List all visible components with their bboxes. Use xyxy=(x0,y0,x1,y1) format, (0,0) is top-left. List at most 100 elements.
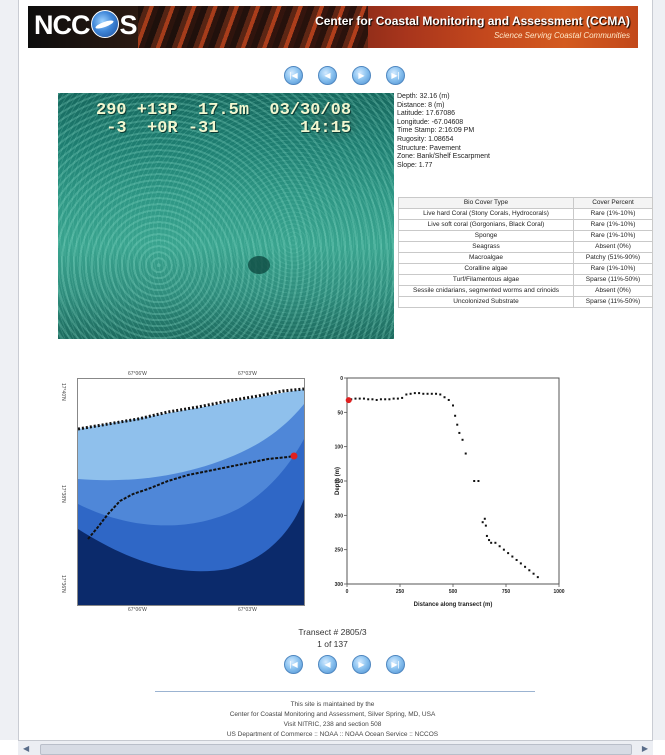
bottom-nav: |◀ ◀ ▶ ▶| xyxy=(284,655,405,674)
data-point xyxy=(388,398,391,401)
table-row: Uncolonized Substrate Sparse (11%-50%) xyxy=(398,296,653,308)
table-row: Turf/Filamentous algae Sparse (11%-50%) xyxy=(398,274,653,286)
map-lat-label: 17°36'N xyxy=(60,575,66,593)
last-icon[interactable]: ▶| xyxy=(386,66,405,85)
data-point xyxy=(413,392,416,395)
scroll-right-icon[interactable]: ▶ xyxy=(641,744,648,753)
y-axis-label: Depth (m) xyxy=(335,467,341,495)
data-point xyxy=(354,397,357,400)
data-point xyxy=(409,392,412,395)
data-point xyxy=(484,524,487,527)
next-icon[interactable]: ▶ xyxy=(352,66,371,85)
data-point xyxy=(481,521,484,524)
table-cell: Seagrass xyxy=(398,241,574,253)
x-tick-label: 0 xyxy=(346,589,349,595)
bio-cover-table: Bio Cover Type Cover Percent Live hard C… xyxy=(398,197,653,308)
data-point xyxy=(458,431,461,434)
scroll-thumb[interactable] xyxy=(40,744,632,755)
table-row: Coralline algae Rare (1%-10%) xyxy=(398,263,653,275)
y-tick-label: 0 xyxy=(340,376,343,382)
table-cell: Absent (0%) xyxy=(573,241,653,253)
data-point xyxy=(507,552,510,555)
x-tick-label: 500 xyxy=(449,589,458,595)
header-banner: NCC S Center for Coastal Monitoring and A… xyxy=(28,6,638,48)
y-tick-label: 300 xyxy=(335,582,344,588)
data-series xyxy=(345,392,539,579)
nccos-logo[interactable]: NCC S xyxy=(34,10,138,41)
table-cell: Sessile cnidarians, segmented worms and … xyxy=(398,285,574,297)
current-position-point xyxy=(345,397,352,404)
data-point xyxy=(477,480,480,482)
footer-line: Visit NITRIC, 238 and section 508 xyxy=(283,721,382,728)
data-point xyxy=(528,569,531,572)
previous-icon[interactable]: ◀ xyxy=(318,66,337,85)
data-point xyxy=(488,539,491,542)
data-point xyxy=(435,392,438,395)
data-point xyxy=(439,393,442,396)
data-point xyxy=(519,562,522,565)
photo-metadata: Depth: 32.16 (m) Distance: 8 (m) Latitud… xyxy=(397,93,490,170)
table-cell: Sponge xyxy=(398,230,574,242)
data-point xyxy=(532,572,535,575)
meta-slope: Slope: 1.77 xyxy=(397,161,433,169)
scroll-left-icon[interactable]: ◀ xyxy=(23,744,30,753)
transect-count: 1 of 137 xyxy=(317,639,348,649)
table-cell: Turf/Filamentous algae xyxy=(398,274,574,286)
data-point xyxy=(490,541,493,544)
chart-plot-area xyxy=(346,377,560,585)
table-header: Cover Percent xyxy=(573,197,653,209)
footer-divider xyxy=(155,691,535,692)
transect-label: Transect # 2805/3 xyxy=(298,627,367,637)
data-point xyxy=(405,393,408,396)
map-land-area xyxy=(78,379,304,429)
last-icon[interactable]: ▶| xyxy=(386,655,405,674)
map-svg xyxy=(78,379,304,605)
data-point xyxy=(401,396,404,399)
data-point xyxy=(502,548,505,551)
y-tick-label: 100 xyxy=(335,445,344,451)
table-row: Sponge Rare (1%-10%) xyxy=(398,230,653,242)
next-icon[interactable]: ▶ xyxy=(352,655,371,674)
first-icon[interactable]: |◀ xyxy=(284,66,303,85)
map-shelf-edge xyxy=(78,387,304,431)
data-point xyxy=(422,392,425,395)
y-tick-label: 150 xyxy=(335,479,344,485)
data-point xyxy=(418,392,421,395)
y-tick-label: 50 xyxy=(337,410,343,416)
table-row: Sessile cnidarians, segmented worms and … xyxy=(398,285,653,297)
x-axis-label: Distance along transect (m) xyxy=(414,602,493,608)
table-cell: Coralline algae xyxy=(398,263,574,275)
banner-decoration xyxy=(138,6,368,48)
photo-overlay-line1: 290 +13P 17.5m 03/30/08 xyxy=(96,101,352,120)
meta-timestamp: Time Stamp: 2:16:09 PM xyxy=(397,127,475,135)
window-left-border xyxy=(0,0,19,740)
table-row: Seagrass Absent (0%) xyxy=(398,241,653,253)
data-point xyxy=(371,398,374,401)
seafloor-photo: 290 +13P 17.5m 03/30/08 -3 +0R -31 14:15 xyxy=(58,93,394,339)
table-header: Bio Cover Type xyxy=(398,197,574,209)
data-point xyxy=(375,398,378,401)
data-point xyxy=(456,423,459,426)
table-cell: Rare (1%-10%) xyxy=(573,208,653,220)
meta-longitude: Longitude: -67.04608 xyxy=(397,118,464,126)
data-point xyxy=(536,576,539,579)
previous-icon[interactable]: ◀ xyxy=(318,655,337,674)
banner-subtitle: Science Serving Coastal Communities xyxy=(493,31,630,40)
table-header-row: Bio Cover Type Cover Percent xyxy=(398,197,653,209)
footer-line: This site is maintained by the xyxy=(290,701,375,708)
y-axis: 0 50 100 150 200 250 300 xyxy=(335,376,347,588)
map-lon-label-top: 67°03'W xyxy=(238,371,257,377)
first-icon[interactable]: |◀ xyxy=(284,655,303,674)
table-cell: Sparse (11%-50%) xyxy=(573,296,653,308)
horizontal-scrollbar[interactable]: ◀ ▶ xyxy=(18,740,653,755)
bathymetry-map[interactable] xyxy=(77,378,305,606)
map-transect-track xyxy=(87,455,295,540)
map-current-position xyxy=(290,452,298,460)
x-tick-label: 250 xyxy=(396,589,405,595)
data-point xyxy=(379,398,382,401)
table-cell: Live soft coral (Gorgonians, Black Coral… xyxy=(398,219,574,231)
table-cell: Rare (1%-10%) xyxy=(573,263,653,275)
photo-rock xyxy=(248,256,270,274)
map-lon-label-bottom: 67°06'W xyxy=(128,607,147,613)
table-row: Macroalgae Patchy (51%-90%) xyxy=(398,252,653,264)
